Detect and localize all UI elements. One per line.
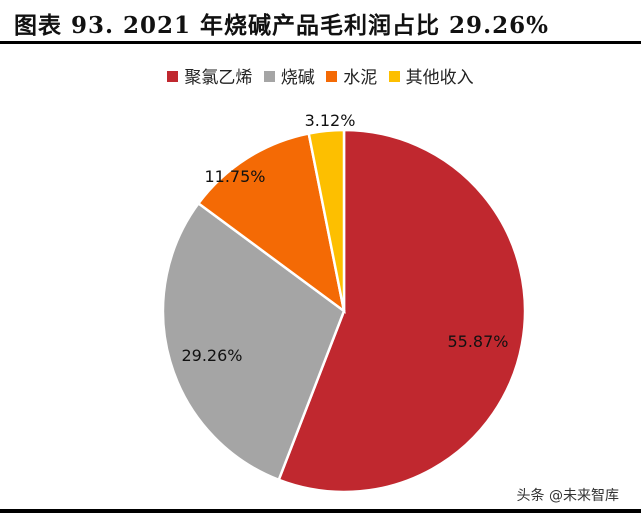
- slice-label-pvc: 55.87%: [447, 332, 508, 351]
- footer-divider: [0, 509, 641, 513]
- legend-swatch-pvc: [167, 71, 179, 82]
- legend-label: 水泥: [343, 68, 378, 88]
- figure-title: 图表 93. 2021 年烧碱产品毛利润占比 29.26%: [14, 12, 549, 39]
- pie-slice-caustic-soda: [161, 201, 346, 482]
- legend-label: 其他收入: [405, 68, 474, 88]
- slice-label-cement: 11.75%: [204, 167, 265, 186]
- legend-swatch-other-income: [388, 71, 400, 82]
- legend-swatch-caustic-soda: [263, 71, 275, 82]
- legend-swatch-cement: [326, 71, 338, 82]
- pie-slice-other-income: [307, 128, 346, 312]
- legend-item-cement: 水泥: [326, 63, 377, 88]
- title-divider: [0, 41, 641, 44]
- slice-label-caustic-soda: 29.26%: [181, 346, 242, 365]
- pie-slices: [161, 128, 527, 494]
- legend-item-caustic-soda: 烧碱: [263, 63, 315, 88]
- pie-slice-pvc: [277, 128, 527, 494]
- pie-slice-cement: [196, 131, 346, 314]
- legend-item-other-income: 其他收入: [388, 63, 474, 88]
- legend-label: 聚氯乙烯: [184, 68, 253, 88]
- slice-label-other-income: 3.12%: [305, 111, 356, 130]
- watermark: 头条 @未来智库: [516, 488, 619, 504]
- legend-item-pvc: 聚氯乙烯: [167, 63, 252, 88]
- legend-label: 烧碱: [280, 68, 315, 88]
- pie-labels: 55.87% 29.26% 11.75% 3.12%: [181, 111, 508, 365]
- chart-legend: 聚氯乙烯 烧碱 水泥 其他收入: [0, 63, 641, 88]
